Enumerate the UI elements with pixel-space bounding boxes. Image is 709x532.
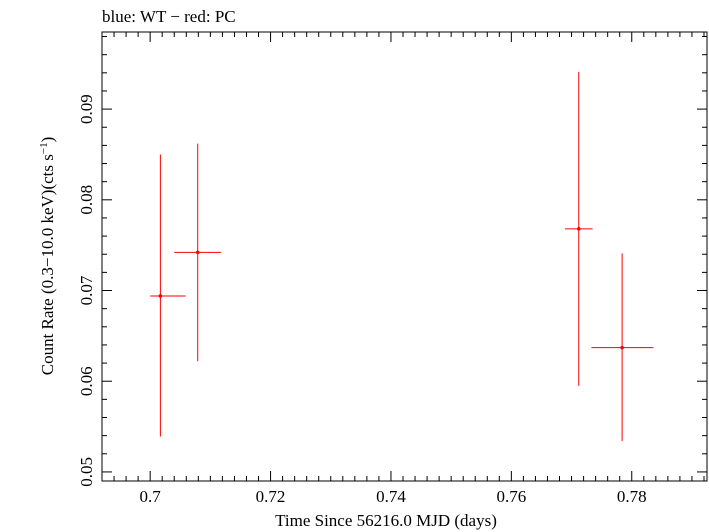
- data-point: [174, 143, 222, 362]
- y-axis-label: Count Rate (0.3−10.0 keV)(cts s−1): [38, 137, 57, 376]
- y-axis-label-close: ): [38, 137, 57, 143]
- x-tick-label: 0.78: [617, 487, 647, 506]
- data-marker: [576, 227, 581, 231]
- x-axis-label: Time Since 56216.0 MJD (days): [275, 511, 497, 530]
- axis-ticks: [101, 32, 707, 481]
- x-tick-label: 0.74: [376, 487, 406, 506]
- y-tick-label: 0.09: [77, 94, 96, 124]
- chart-title: blue: WT − red: PC: [102, 7, 236, 26]
- y-tick-label: 0.08: [77, 185, 96, 215]
- y-tick-labels: 0.05 0.06 0.07 0.08 0.09: [77, 94, 96, 487]
- data-marker: [620, 345, 624, 350]
- data-marker: [195, 250, 200, 255]
- y-axis-label-sup: −1: [38, 142, 50, 154]
- y-tick-label: 0.07: [77, 275, 96, 305]
- data-point: [150, 154, 186, 437]
- x-tick-label: 0.72: [256, 487, 286, 506]
- x-tick-label: 0.76: [496, 487, 526, 506]
- x-tick-label: 0.7: [140, 487, 162, 506]
- data-point: [591, 253, 654, 442]
- x-tick-labels: 0.7 0.72 0.74 0.76 0.78: [140, 487, 647, 506]
- data-points: [150, 71, 654, 442]
- y-tick-label: 0.05: [77, 457, 96, 487]
- y-axis-label-main: Count Rate (0.3−10.0 keV)(cts s: [38, 154, 57, 375]
- plot-frame: [101, 31, 708, 482]
- y-tick-label: 0.06: [77, 366, 96, 396]
- data-marker: [158, 294, 163, 298]
- data-point: [564, 71, 593, 386]
